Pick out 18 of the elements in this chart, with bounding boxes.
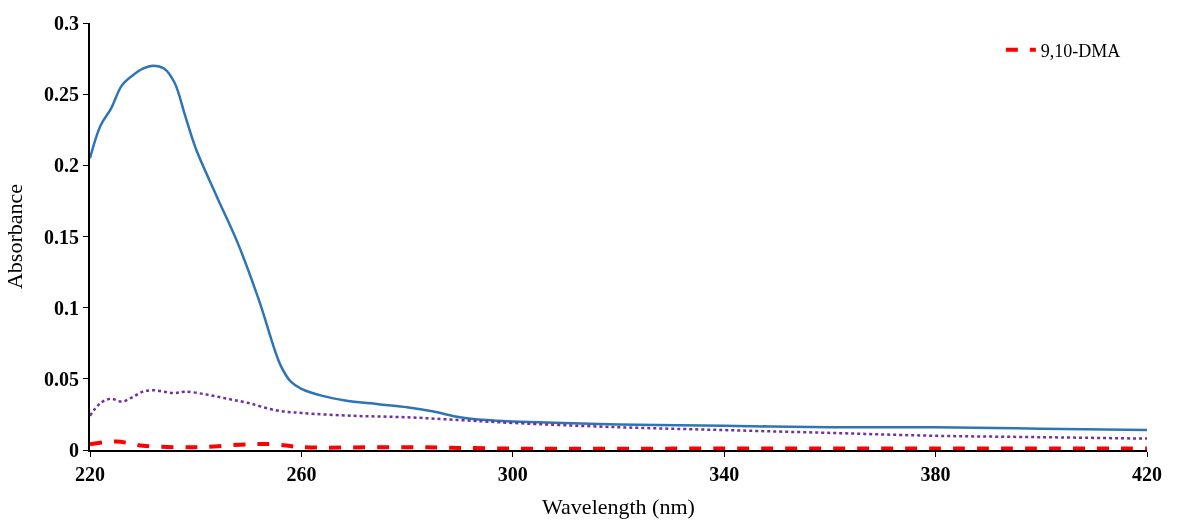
x-tick-label: 340 xyxy=(709,463,740,485)
x-tick-label: 260 xyxy=(286,463,317,485)
y-tick-label: 0.25 xyxy=(44,83,79,106)
legend-label: 9,10-DMA xyxy=(1040,40,1121,61)
y-tick-label: 0.05 xyxy=(44,367,79,390)
line-series xyxy=(90,388,1147,440)
y-axis-title: Absorbance xyxy=(2,183,28,290)
x-tick-label: 220 xyxy=(75,463,105,485)
line-series xyxy=(90,64,1147,432)
x-tick-label: 300 xyxy=(497,463,528,485)
x-tick-label: 380 xyxy=(920,463,951,485)
y-tick-label: 0.1 xyxy=(54,296,79,319)
y-tick-label: 0.3 xyxy=(54,12,79,34)
y-tick-label: 0.15 xyxy=(44,225,79,248)
x-tick-label: 420 xyxy=(1132,463,1162,485)
y-tick-label: 0 xyxy=(69,439,79,461)
x-axis-title: Wavelength (nm) xyxy=(542,494,695,520)
y-tick-label: 0.2 xyxy=(54,154,79,177)
